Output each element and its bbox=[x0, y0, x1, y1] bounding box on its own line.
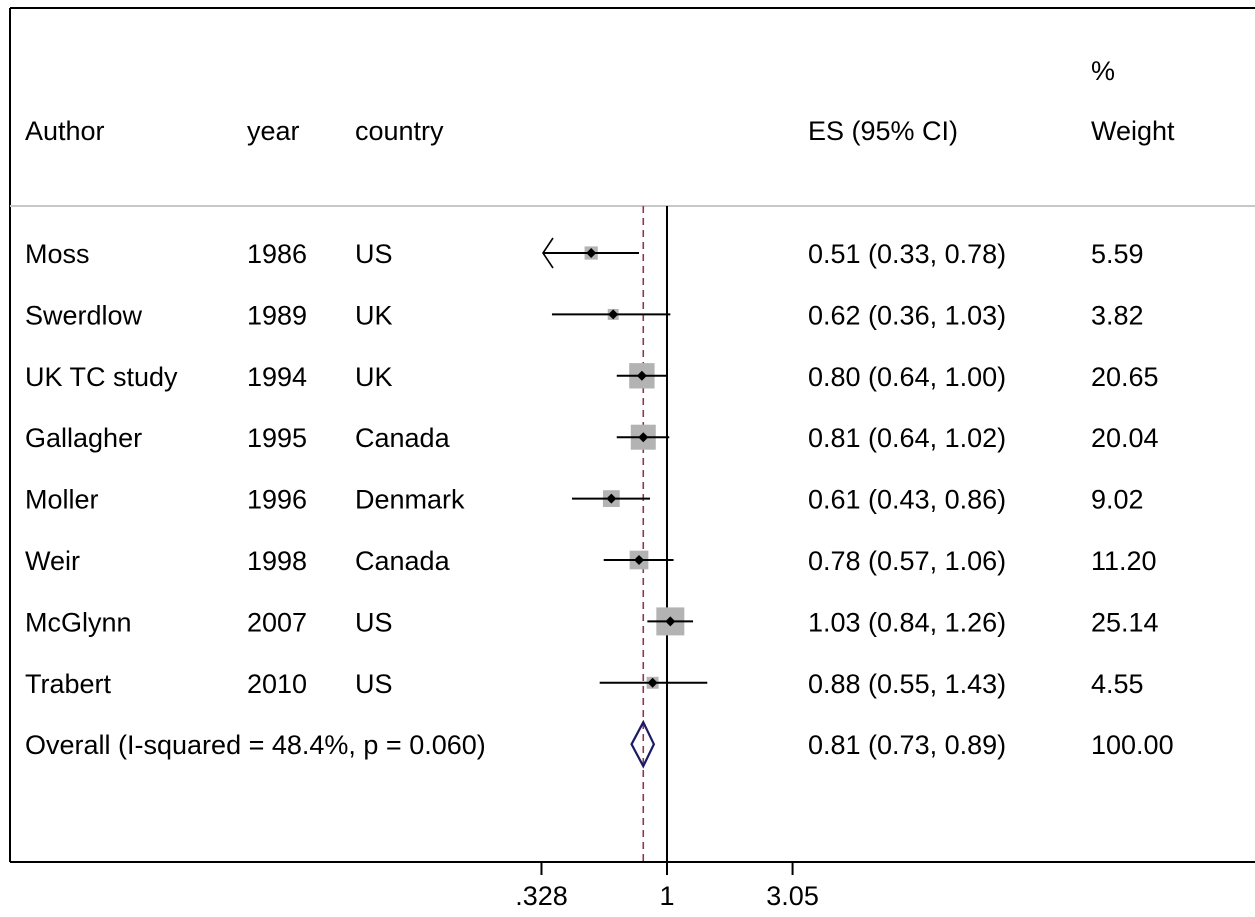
study-country: Denmark bbox=[355, 485, 465, 515]
study-year: 1995 bbox=[247, 423, 307, 453]
study-es-label: 1.03 (0.84, 1.26) bbox=[808, 607, 1006, 637]
study-year: 1986 bbox=[247, 239, 307, 269]
study-author: Moller bbox=[25, 485, 99, 515]
study-point-estimate bbox=[647, 677, 658, 688]
study-year: 1996 bbox=[247, 485, 307, 515]
x-tick-label: .328 bbox=[515, 881, 568, 911]
study-year: 1998 bbox=[247, 546, 307, 576]
study-author: Moss bbox=[25, 239, 90, 269]
study-author: Trabert bbox=[25, 669, 112, 699]
header-weight: Weight bbox=[1091, 116, 1175, 146]
study-es-label: 0.62 (0.36, 1.03) bbox=[808, 300, 1006, 330]
overall-weight-label: 100.00 bbox=[1091, 730, 1174, 760]
study-weight-label: 20.65 bbox=[1091, 362, 1159, 392]
study-country: US bbox=[355, 239, 393, 269]
ci-clipped-arrow bbox=[542, 237, 554, 269]
study-country: Canada bbox=[355, 546, 451, 576]
overall-es-label: 0.81 (0.73, 0.89) bbox=[808, 730, 1006, 760]
study-country: UK bbox=[355, 362, 393, 392]
header-weight-percent: % bbox=[1091, 56, 1115, 86]
study-weight-label: 9.02 bbox=[1091, 485, 1144, 515]
study-weight-label: 4.55 bbox=[1091, 669, 1144, 699]
study-rows: Moss 1986 US 0.51 (0.33, 0.78) 5.59 Swerdlow 1… bbox=[25, 237, 1159, 699]
header-country: country bbox=[355, 116, 444, 146]
study-year: 1989 bbox=[247, 300, 307, 330]
study-year: 2007 bbox=[247, 607, 307, 637]
study-weight-label: 5.59 bbox=[1091, 239, 1144, 269]
study-es-label: 0.51 (0.33, 0.78) bbox=[808, 239, 1006, 269]
study-author: McGlynn bbox=[25, 607, 132, 637]
x-axis-ticks: .328 1 3.05 bbox=[515, 862, 819, 911]
study-country: UK bbox=[355, 300, 393, 330]
study-es-label: 0.61 (0.43, 0.86) bbox=[808, 485, 1006, 515]
study-es-label: 0.80 (0.64, 1.00) bbox=[808, 362, 1006, 392]
study-author: Weir bbox=[25, 546, 80, 576]
study-point-estimate bbox=[634, 555, 645, 565]
study-author: UK TC study bbox=[25, 362, 178, 392]
study-author: Gallagher bbox=[25, 423, 142, 453]
study-weight-label: 11.20 bbox=[1091, 546, 1157, 576]
study-weight-label: 20.04 bbox=[1091, 423, 1159, 453]
reference-lines bbox=[642, 206, 668, 862]
study-year: 1994 bbox=[247, 362, 307, 392]
overall-label: Overall (I-squared = 48.4%, p = 0.060) bbox=[25, 730, 486, 760]
study-es-label: 0.78 (0.57, 1.06) bbox=[808, 546, 1006, 576]
study-weight-label: 25.14 bbox=[1091, 607, 1159, 637]
study-es-label: 0.81 (0.64, 1.02) bbox=[808, 423, 1006, 453]
x-tick-label: 3.05 bbox=[766, 881, 819, 911]
study-point-estimate bbox=[606, 493, 617, 504]
study-point-estimate bbox=[586, 248, 597, 258]
x-tick-label: 1 bbox=[659, 881, 674, 911]
study-point-estimate bbox=[665, 616, 676, 627]
overall-row: Overall (I-squared = 48.4%, p = 0.060) 0.… bbox=[25, 719, 1174, 769]
header-es: ES (95% CI) bbox=[808, 116, 958, 146]
study-author: Swerdlow bbox=[25, 300, 143, 330]
overall-diamond bbox=[630, 719, 656, 769]
study-weight-label: 3.82 bbox=[1091, 300, 1144, 330]
study-country: Canada bbox=[355, 423, 451, 453]
study-country: US bbox=[355, 669, 393, 699]
study-point-estimate bbox=[636, 370, 647, 381]
study-point-estimate bbox=[608, 309, 619, 320]
study-country: US bbox=[355, 607, 393, 637]
header-year: year bbox=[247, 116, 300, 146]
study-year: 2010 bbox=[247, 669, 307, 699]
header-author: Author bbox=[25, 116, 105, 146]
study-es-label: 0.88 (0.55, 1.43) bbox=[808, 669, 1006, 699]
study-point-estimate bbox=[638, 432, 649, 443]
